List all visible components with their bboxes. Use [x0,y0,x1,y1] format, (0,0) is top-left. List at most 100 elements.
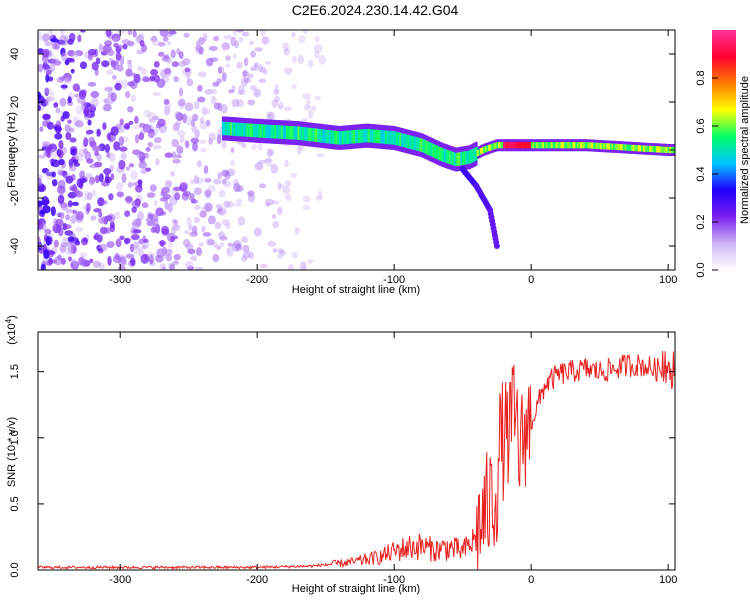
spectrogram-noise-cell [118,146,128,152]
snr-series-line [37,350,675,570]
spectrogram-noise-cell [190,119,195,127]
spectrogram-noise-cell [73,261,79,267]
spectrogram-noise-cell [190,193,195,199]
spectrogram-ridge-cell [652,146,655,153]
spectrogram-ridge-cell [310,128,314,142]
spectrogram-noise-cell [61,52,68,62]
spectrogram-noise-cell [122,43,128,50]
spectrogram-noise-cell [317,190,323,199]
spectrogram-noise-cell [173,75,179,83]
spectrogram-noise-cell [118,159,126,170]
spectrogram-noise-cell [292,55,297,63]
spectrogram-noise-cell [188,224,193,231]
spectrogram-noise-cell [160,211,167,216]
spectrogram-noise-cell [241,142,247,149]
spectrogram-ridge-cell [414,136,417,151]
spectrogram-noise-cell [112,37,120,44]
spectrogram-noise-cell [231,85,236,91]
spectrogram-noise-cell [58,226,64,237]
spectrogram-ridge-cell [322,129,325,143]
spectrogram-noise-cell [128,163,135,168]
spectrogram-ridge-cell [299,126,302,141]
spectrogram-noise-cell [83,137,89,148]
spectrogram-ridge-cell [253,123,256,138]
spectrogram-noise-cell [201,225,206,233]
spectrogram-noise-cell [138,179,143,189]
spectrogram-noise-cell [201,106,208,116]
spectrogram-noise-cell [104,39,113,45]
spectrogram-noise-cell [80,30,86,33]
spectrogram-noise-cell [262,69,268,75]
spectrogram-noise-cell [158,51,165,57]
spectrogram-ridge-cell [271,125,274,139]
spectrogram-noise-cell [189,231,199,237]
spectrogram-ridge-cell [383,130,386,144]
spectrogram-noise-cell [68,58,75,63]
spectrogram-ridge-cell [506,142,509,149]
spectrogram-noise-cell [113,42,119,48]
spectrogram-xtick-label: -300 [109,274,131,286]
spectrogram-noise-cell [147,252,156,260]
spectrogram-ridge-cell [448,150,452,165]
snr-scale-note-base: (x10 [6,323,18,344]
spectrogram-noise-cell [75,105,83,115]
spectrogram-noise-cell [247,193,255,203]
spectrogram-noise-cell [220,103,228,114]
spectrogram-ridge-cell [430,143,434,157]
spectrogram-noise-cell [172,158,181,164]
spectrogram-ridge-cell [263,124,266,138]
spectrogram-noise-cell [88,136,95,145]
spectrogram-ridge-cell [411,136,414,150]
spectrogram-noise-cell [159,250,167,259]
spectrogram-ridge-cell [601,143,605,150]
spectrogram-noise-cell [47,121,54,130]
spectrogram-ridge-cell [596,142,600,149]
spectrogram-ridge-cell [356,129,360,144]
spectrogram-noise-cell [132,149,141,156]
spectrogram-noise-cell [277,254,284,259]
spectrogram-noise-cell [65,175,74,184]
spectrogram-noise-cell [81,205,88,210]
spectrogram-noise-cell [171,61,179,68]
snr-xtick-label: -200 [246,574,268,586]
spectrogram-noise-cell [138,132,145,141]
spectrogram-ridge-cell [304,127,307,141]
spectrogram-ytick-label: 40 [9,48,21,60]
spectrogram-noise-cell [78,148,85,158]
spectrogram-noise-cell [165,253,173,262]
spectrogram-noise-cell [257,64,263,73]
spectrogram-noise-cell [77,34,82,43]
spectrogram-noise-cell [314,95,322,101]
spectrogram-noise-cell [125,166,131,171]
spectrogram-ridge-cell [647,145,651,152]
spectrogram-noise-cell [107,49,115,56]
spectrogram-noise-cell [137,66,143,72]
spectrogram-noise-cell [216,134,222,145]
spectrogram-ridge-cell [328,130,332,144]
spectrogram-ridge-cell [605,143,608,150]
spectrogram-noise-cell [313,44,323,54]
spectrogram-noise-cell [173,186,182,192]
spectrogram-noise-cell [97,248,104,254]
spectrogram-noise-cell [279,249,286,256]
spectrogram-noise-cell [221,139,227,149]
spectrogram-noise-cell [208,45,218,52]
spectrogram-noise-cell [222,180,232,188]
spectrogram-noise-cell [147,112,157,122]
spectrogram-noise-cell [191,123,197,133]
spectrogram-noise-cell [300,261,307,270]
spectrogram-ridge-cell [289,126,292,140]
spectrogram-noise-cell [284,159,289,167]
spectrogram-noise-cell [196,40,200,47]
spectrogram-ridge-cell [345,130,348,145]
spectrogram-noise-cell [57,254,62,261]
spectrogram-noise-cell [148,128,155,134]
spectrogram-ridge-cell [346,130,350,144]
spectrogram-noise-cell [108,58,114,63]
spectrogram-ridge-cell [522,142,526,149]
spectrogram-noise-cell [292,251,298,259]
spectrogram-noise-cell [274,95,280,103]
spectrogram-ridge-cell [549,142,552,149]
spectrogram-noise-cell [163,98,170,105]
spectrogram-ridge-cell [466,150,470,165]
